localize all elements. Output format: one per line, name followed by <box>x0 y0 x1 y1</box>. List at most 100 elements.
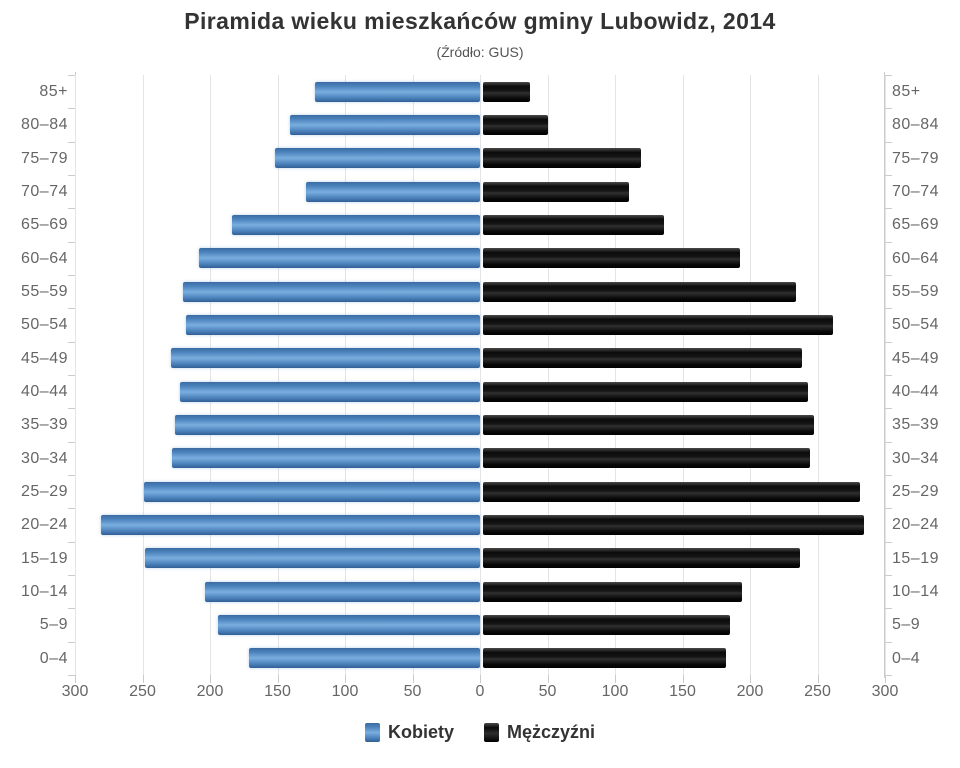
legend-item-male: Mężczyźni <box>483 722 596 743</box>
female-bar <box>170 348 480 369</box>
x-axis-labels: 0 50 50 100 100 150 150 200 200 250 250 300 300 <box>62 683 899 703</box>
gridline <box>817 75 819 675</box>
y-axis-label: 65–69 <box>892 216 939 234</box>
y-axis-label: 75–79 <box>21 149 68 167</box>
y-axis-label: 5–9 <box>892 616 921 634</box>
y-axis-tick-right <box>885 75 892 76</box>
female-bar <box>199 248 480 269</box>
male-bar <box>483 181 629 202</box>
y-axis-tick-left <box>68 541 75 543</box>
female-bar <box>305 181 480 202</box>
y-axis-label: 25–29 <box>892 483 939 500</box>
y-axis-label: 85+ <box>892 83 921 100</box>
y-axis-tick-left <box>68 375 75 376</box>
x-axis-label: 200 <box>736 683 764 700</box>
gridline <box>615 75 616 675</box>
y-axis-tick-right <box>885 308 892 310</box>
y-axis-labels-left: 85+ 80–84 75–79 70–74 65–69 60–64 55–59 50–54 45… <box>2 75 68 675</box>
bar-row <box>75 442 885 475</box>
gridline <box>480 75 481 675</box>
y-axis-label: 5–9 <box>39 616 68 634</box>
male-bar <box>483 148 641 169</box>
bar-row <box>75 208 885 241</box>
chart-subtitle: (Źródło: GUS) <box>436 44 524 60</box>
x-axis-label: 50 <box>403 683 422 700</box>
gridline <box>75 75 76 675</box>
bar-row <box>75 475 885 508</box>
y-axis-tick-right <box>885 441 892 443</box>
y-axis-label: 85+ <box>39 83 68 100</box>
x-axis-label: 0 <box>475 683 485 700</box>
bar-row <box>75 342 885 375</box>
male-bar <box>483 314 833 335</box>
y-axis-tick-left <box>68 575 75 576</box>
x-axis-label: 50 <box>538 683 557 700</box>
y-axis-tick-left <box>68 175 75 176</box>
y-axis-label: 10–14 <box>21 583 68 600</box>
male-bar <box>483 414 814 435</box>
y-axis-tick-right <box>885 341 892 343</box>
y-axis-label: 20–24 <box>892 516 939 534</box>
x-axis-tick <box>885 675 886 683</box>
y-axis-label: 70–74 <box>21 183 68 200</box>
x-axis-tick <box>817 675 819 683</box>
x-axis-label: 100 <box>601 683 629 700</box>
y-axis-label: 20–24 <box>21 516 68 534</box>
gridline <box>345 75 346 675</box>
bar-row <box>75 642 885 675</box>
female-bar <box>174 414 480 435</box>
y-axis-tick-left <box>68 108 75 110</box>
x-axis-tick <box>210 675 211 683</box>
gridline <box>547 75 549 675</box>
bar-row <box>75 308 885 341</box>
female-swatch-icon <box>364 723 380 742</box>
female-bar <box>315 81 480 102</box>
y-axis-label: 50–54 <box>892 316 939 334</box>
x-axis-label: 150 <box>264 683 291 700</box>
male-bar <box>483 614 731 635</box>
gridline <box>412 75 414 675</box>
x-axis-label: 100 <box>331 683 359 700</box>
male-bar <box>483 381 809 402</box>
y-axis-label: 70–74 <box>892 183 939 200</box>
female-bar <box>289 114 480 135</box>
y-axis-label: 75–79 <box>892 149 939 167</box>
y-axis-label: 15–19 <box>21 549 68 567</box>
y-axis-label: 30–34 <box>21 449 68 467</box>
y-axis-tick-right <box>885 641 892 643</box>
y-axis-label: 0–4 <box>39 649 68 667</box>
y-axis-tick-left <box>68 208 75 210</box>
x-axis-tick <box>547 675 549 683</box>
y-axis-tick-right <box>885 141 892 143</box>
y-axis-tick-left <box>68 408 75 410</box>
bar-row <box>75 142 885 175</box>
female-bar <box>145 548 480 569</box>
female-bar <box>143 481 480 502</box>
y-axis-tick-left <box>68 141 75 143</box>
y-axis-line-right <box>884 72 885 678</box>
gridline <box>142 75 144 675</box>
gridline <box>750 75 751 675</box>
y-axis-tick-left <box>68 275 75 276</box>
x-axis-tick <box>480 675 481 683</box>
legend-male-label: Mężczyźni <box>506 722 596 742</box>
y-axis-tick-right <box>885 408 892 410</box>
y-axis-tick-right <box>885 608 892 610</box>
bar-row <box>75 375 885 408</box>
y-axis-label: 10–14 <box>892 583 939 600</box>
x-axis-label: 150 <box>669 683 696 700</box>
y-axis-label: 35–39 <box>21 416 68 434</box>
x-axis-tick <box>142 675 144 683</box>
female-bar <box>249 648 480 669</box>
y-axis-tick-left <box>68 241 75 243</box>
y-axis-label: 35–39 <box>892 416 939 434</box>
female-bar <box>185 314 480 335</box>
female-bar <box>180 381 480 402</box>
male-swatch-icon <box>483 723 499 742</box>
bar-row <box>75 75 885 108</box>
y-axis-tick-left <box>68 641 75 643</box>
y-axis-tick-right <box>885 575 892 576</box>
y-axis-tick-right <box>885 241 892 243</box>
y-axis-label: 45–49 <box>892 349 939 367</box>
